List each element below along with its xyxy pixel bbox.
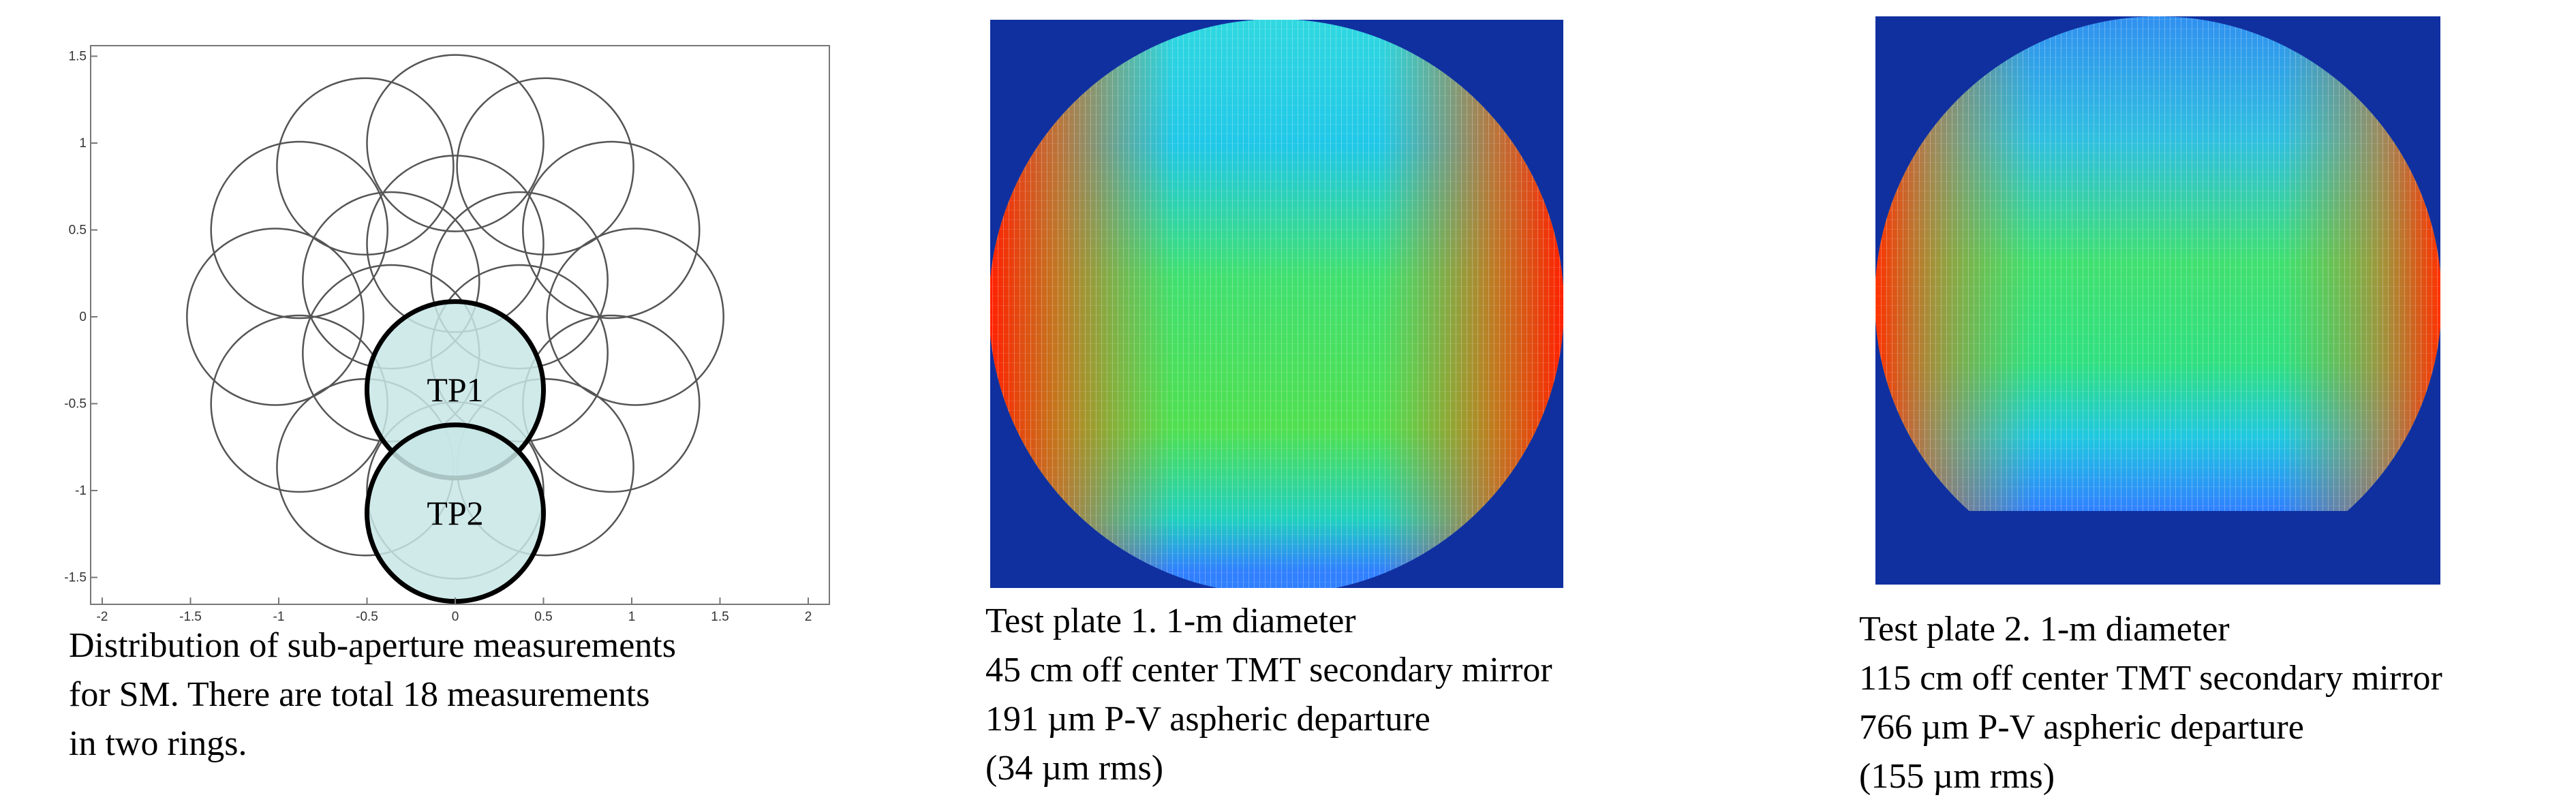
caption-line: 766 µm P-V aspheric departure bbox=[1859, 708, 2304, 747]
sub-apertures: TP1 TP2 bbox=[186, 54, 724, 604]
caption-line: Test plate 2. 1-m diameter bbox=[1859, 610, 2230, 649]
y-tick-label: 1.5 bbox=[69, 50, 87, 64]
outer-circle bbox=[276, 77, 455, 256]
test-plate-label: TP2 bbox=[427, 494, 483, 532]
x-tick-label: -0.5 bbox=[356, 610, 378, 624]
x-tick-label: -1.5 bbox=[179, 610, 202, 624]
caption-line: in two rings. bbox=[69, 724, 247, 763]
outer-circle bbox=[210, 140, 388, 320]
x-tick-label: 1.5 bbox=[711, 610, 729, 624]
caption-line: 191 µm P-V aspheric departure bbox=[985, 700, 1430, 739]
outer-circle bbox=[522, 140, 701, 320]
caption-line: (155 µm rms) bbox=[1859, 757, 2055, 796]
outer-circle bbox=[186, 228, 365, 406]
caption-line: for SM. There are total 18 measurements bbox=[69, 675, 649, 714]
y-tick-label: 0 bbox=[79, 310, 87, 324]
y-tick-label: -1 bbox=[75, 484, 87, 498]
x-tick-label: -1 bbox=[273, 610, 285, 624]
x-tick-label: 1 bbox=[628, 610, 636, 624]
x-tick-label: 0 bbox=[452, 610, 459, 624]
caption-line: (34 µm rms) bbox=[985, 749, 1163, 788]
test-plate-2-surface bbox=[1875, 16, 2440, 511]
test-plate-label: TP1 bbox=[427, 371, 483, 409]
caption-line: 115 cm off center TMT secondary mirror bbox=[1859, 659, 2442, 698]
outer-circle bbox=[366, 54, 545, 232]
x-tick-label: -2 bbox=[97, 610, 108, 624]
x-tick-label: 2 bbox=[805, 610, 812, 624]
caption-line: Test plate 1. 1-m diameter bbox=[985, 602, 1356, 640]
outer-circle bbox=[546, 228, 724, 406]
y-tick-label: 0.5 bbox=[69, 223, 87, 238]
y-tick-label: -1.5 bbox=[64, 571, 87, 585]
caption-line: 45 cm off center TMT secondary mirror bbox=[985, 651, 1552, 689]
outer-circle bbox=[456, 77, 634, 256]
y-tick-label: -0.5 bbox=[64, 397, 87, 412]
test-plate-1-surface bbox=[990, 20, 1563, 588]
x-tick-label: 0.5 bbox=[534, 610, 552, 624]
y-tick-label: 1 bbox=[79, 136, 87, 151]
caption-line: Distribution of sub-aperture measurement… bbox=[69, 626, 676, 665]
